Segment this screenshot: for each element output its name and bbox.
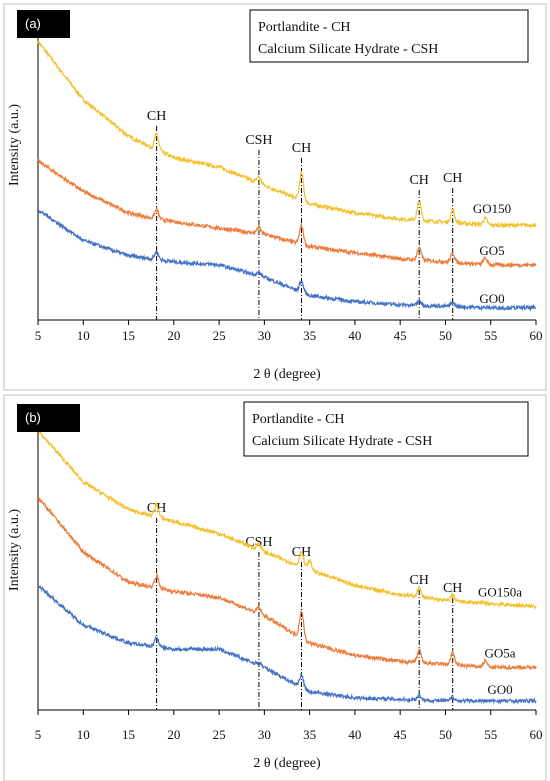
x-tick-label: 35 (303, 328, 316, 343)
x-tick-label: 50 (439, 727, 452, 742)
x-tick-label: 5 (35, 727, 42, 742)
x-tick-label: 35 (303, 727, 316, 742)
series-label: GO0 (487, 682, 512, 697)
peak-marker-label: CH (409, 573, 428, 588)
x-tick-label: 55 (484, 328, 497, 343)
legend-box (243, 401, 529, 457)
peak-marker-label: CH (147, 109, 166, 124)
x-tick-label: 60 (530, 328, 543, 343)
x-tick-label: 20 (167, 328, 180, 343)
x-tick-label: 30 (258, 727, 271, 742)
x-tick-label: 30 (258, 328, 271, 343)
x-tick-label: 20 (167, 727, 180, 742)
series-label: GO150 (473, 201, 511, 216)
panel-tag-label: (b) (25, 410, 41, 425)
x-tick-label: 60 (530, 727, 543, 742)
x-tick-label: 10 (77, 727, 90, 742)
panel-tag-box (17, 404, 80, 432)
x-tick-label: 5 (35, 328, 42, 343)
x-axis-title: 2 θ (degree) (253, 367, 321, 382)
peak-marker-label: CH (147, 501, 166, 516)
x-tick-label: 55 (484, 727, 497, 742)
legend-box (249, 9, 529, 63)
x-tick-label: 15 (122, 328, 135, 343)
x-tick-label: 45 (394, 727, 407, 742)
series-line-go5 (37, 158, 537, 269)
series-line-go150 (37, 40, 537, 230)
panel-frame (3, 394, 547, 781)
panel-tag-box (17, 10, 70, 38)
x-tick-label: 40 (348, 328, 361, 343)
series-line-go0 (37, 585, 537, 705)
x-tick-label: 40 (348, 727, 361, 742)
x-tick-label: 45 (394, 328, 407, 343)
x-tick-label: 10 (77, 328, 90, 343)
y-axis-title: Intensity (a.u.) (7, 509, 22, 591)
chart-panel-b: 5 10 15 20 25 30 35 40 45 50 55 60 2 θ (degree) Inten… (3, 394, 547, 781)
x-tick-label: 25 (213, 727, 226, 742)
x-tick-label: 50 (439, 328, 452, 343)
y-axis-title: Intensity (a.u.) (7, 104, 22, 186)
series-label: GO150a (478, 585, 522, 600)
legend-entry: Calcium Silicate Hydrate - CSH (252, 434, 432, 449)
x-tick-label: 25 (213, 328, 226, 343)
series-label: GO5a (484, 645, 515, 660)
peak-marker-label: CH (292, 141, 311, 156)
series-line-go0 (37, 209, 537, 312)
legend-entry: Portlandite - CH (258, 20, 351, 35)
peak-marker-label: CH (409, 173, 428, 188)
legend-entry: Portlandite - CH (252, 412, 345, 427)
series-label: GO0 (479, 291, 504, 306)
panel-frame (3, 3, 547, 391)
x-axis-title: 2 θ (degree) (253, 756, 321, 771)
series-label: GO5 (479, 243, 504, 258)
x-tick-label: 15 (122, 727, 135, 742)
peak-marker-label: CSH (245, 133, 272, 148)
peak-marker-label: CH (443, 171, 462, 186)
panel-tag-label: (a) (25, 16, 41, 31)
series-line-go150a (37, 428, 537, 610)
chart-panel-a: 5 10 15 20 25 30 35 40 45 50 55 60 2 θ (degree) Inten… (3, 3, 547, 391)
peak-marker-label: CH (443, 581, 462, 596)
legend-entry: Calcium Silicate Hydrate - CSH (258, 42, 438, 57)
series-line-go5a (37, 496, 537, 671)
